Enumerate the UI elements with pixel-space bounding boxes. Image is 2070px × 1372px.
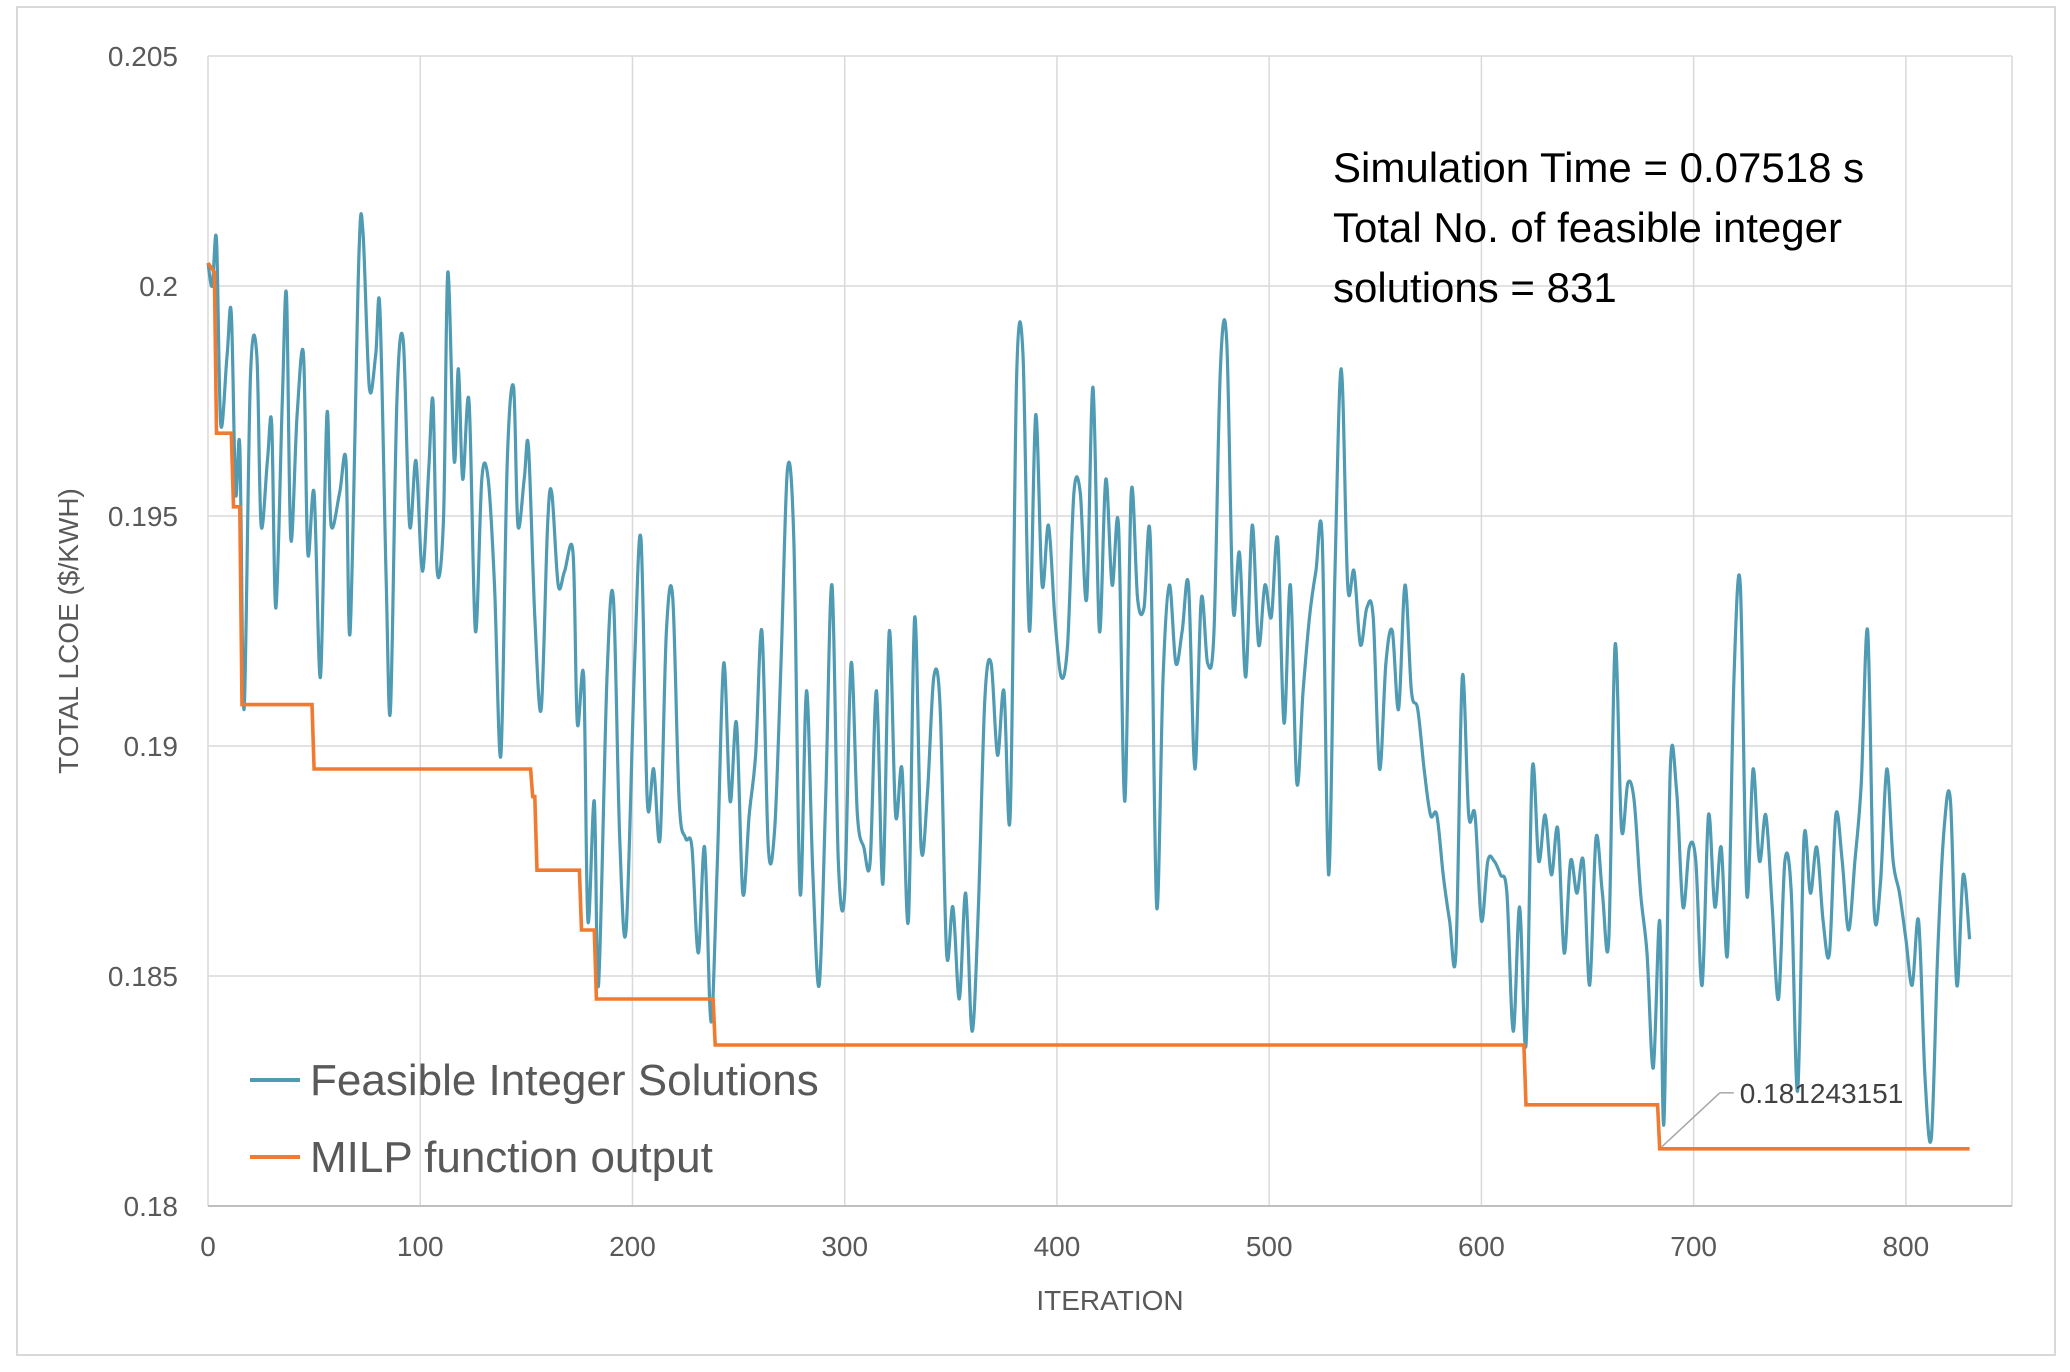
x-axis-tick-labels: 0 100 200 300 400 500 600 700 800	[200, 1231, 1929, 1262]
x-tick-label: 400	[1034, 1231, 1081, 1262]
annotation-simulation-time: Simulation Time = 0.07518 s	[1333, 144, 1864, 191]
series-line-milp-function-output	[206, 261, 1970, 1151]
annotation-block: Simulation Time = 0.07518 s Total No. of…	[1333, 144, 1864, 311]
gridlines	[207, 55, 2013, 1207]
x-axis-title: ITERATION	[1036, 1285, 1183, 1316]
x-tick-label: 600	[1458, 1231, 1505, 1262]
chart-frame	[16, 6, 2056, 1356]
x-tick-label: 500	[1246, 1231, 1293, 1262]
y-tick-label: 0.18	[124, 1191, 179, 1222]
callout-leader-line	[1661, 1092, 1721, 1148]
x-tick-label: 200	[609, 1231, 656, 1262]
x-tick-label: 800	[1883, 1231, 1930, 1262]
annotation-total-solutions-line1: Total No. of feasible integer	[1333, 204, 1842, 251]
y-tick-label: 0.195	[108, 501, 178, 532]
y-tick-label: 0.19	[124, 731, 179, 762]
legend-label-feasible-integer-solutions: Feasible Integer Solutions	[310, 1056, 819, 1105]
y-tick-label: 0.185	[108, 961, 178, 992]
y-tick-label: 0.205	[108, 41, 178, 72]
data-label-minimum-lcoe: 0.181243151	[1740, 1078, 1904, 1109]
x-tick-label: 100	[397, 1231, 444, 1262]
annotation-total-solutions-line2: solutions = 831	[1333, 264, 1617, 311]
x-tick-label: 700	[1670, 1231, 1717, 1262]
y-axis-title: TOTAL LCOE ($/KWH)	[53, 488, 84, 774]
legend-label-milp-function-output: MILP function output	[310, 1133, 713, 1182]
series-line-feasible-integer-solutions	[206, 212, 1972, 1144]
x-tick-label: 300	[821, 1231, 868, 1262]
y-tick-label: 0.2	[139, 271, 178, 302]
legend: Feasible Integer Solutions MILP function…	[250, 1056, 819, 1182]
y-axis-tick-labels: 0.18 0.185 0.19 0.195 0.2 0.205	[108, 41, 178, 1222]
x-tick-label: 0	[200, 1231, 216, 1262]
